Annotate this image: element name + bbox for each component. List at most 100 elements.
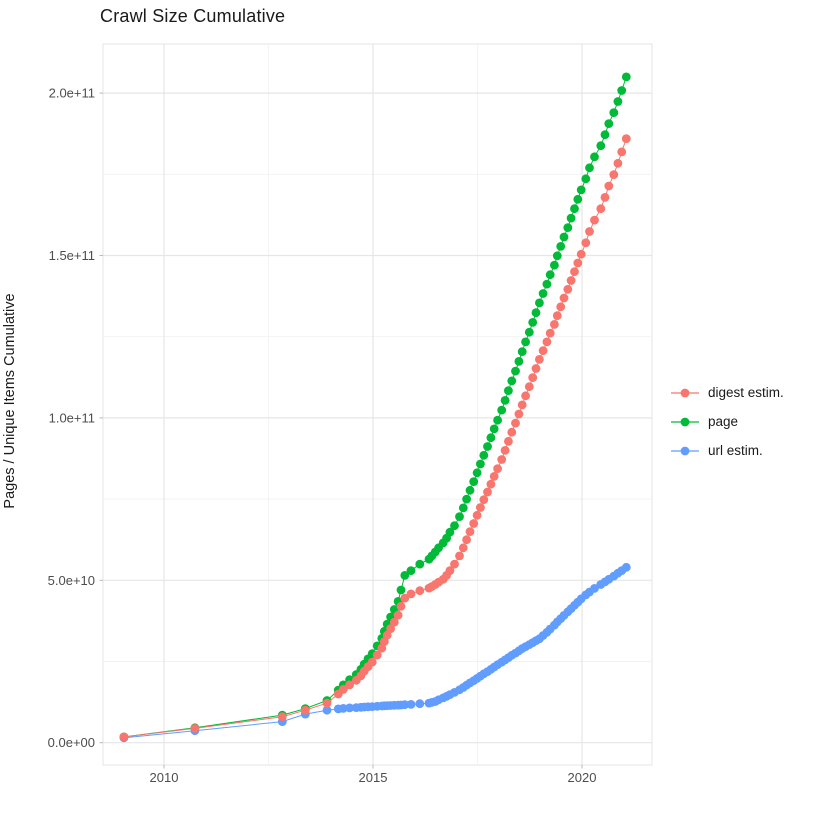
data-point-url-estim	[415, 699, 425, 709]
data-point-page	[521, 337, 530, 347]
data-point-digest-estim	[573, 258, 583, 268]
data-point-digest-estim	[542, 337, 552, 347]
data-point-page	[514, 357, 524, 366]
data-point-page	[462, 494, 471, 504]
data-point-page	[621, 72, 631, 82]
data-point-page	[400, 571, 410, 580]
data-point-digest-estim	[535, 355, 544, 364]
data-point-page	[476, 459, 485, 469]
data-point-digest-estim	[493, 464, 502, 473]
data-point-digest-estim	[486, 479, 496, 489]
data-point-digest-estim	[445, 566, 455, 575]
data-point-page	[581, 174, 591, 184]
data-point-digest-estim	[507, 427, 517, 437]
data-point-page	[524, 327, 534, 337]
data-point-page	[613, 97, 623, 106]
data-point-digest-estim	[566, 276, 576, 285]
x-tick-label: 2015	[359, 770, 388, 785]
data-point-digest-estim	[545, 328, 555, 338]
legend-item: url estim.	[668, 436, 826, 465]
data-point-digest-estim	[531, 364, 541, 373]
data-point-page	[511, 366, 520, 376]
y-tick-label: 5.0e+10	[48, 573, 95, 588]
data-point-url-estim	[621, 562, 631, 572]
data-point-page	[483, 442, 492, 451]
data-point-digest-estim	[489, 472, 499, 481]
data-point-digest-estim	[617, 147, 627, 157]
data-point-digest-estim	[521, 391, 530, 401]
data-point-digest-estim	[576, 249, 586, 259]
data-point-digest-estim	[450, 559, 459, 569]
data-point-page	[545, 270, 555, 280]
data-point-digest-estim	[472, 510, 482, 520]
data-point-page	[458, 503, 468, 513]
data-point-digest-estim	[528, 373, 538, 382]
data-point-digest-estim	[585, 227, 594, 236]
legend-label: url estim.	[708, 443, 763, 458]
data-point-digest-estim	[504, 436, 513, 446]
data-point-digest-estim	[524, 382, 534, 392]
y-tick-label: 1.5e+11	[49, 248, 95, 263]
data-point-page	[552, 251, 562, 261]
data-point-page	[604, 119, 614, 128]
data-point-page	[596, 141, 606, 151]
data-point-page	[500, 396, 510, 405]
data-point-digest-estim	[382, 630, 392, 640]
data-point-digest-estim	[277, 712, 287, 722]
data-point-page	[465, 485, 475, 495]
data-point-page	[538, 289, 548, 298]
data-point-digest-estim	[550, 320, 559, 329]
data-point-digest-estim	[556, 302, 566, 312]
data-point-page	[497, 405, 507, 415]
data-point-page	[556, 242, 566, 251]
legend-label: digest estim.	[708, 385, 784, 400]
data-point-digest-estim	[465, 527, 475, 536]
data-point-page	[396, 585, 406, 595]
data-point-page	[445, 527, 455, 537]
series-digest-estim	[119, 134, 631, 742]
data-point-digest-estim	[590, 215, 599, 225]
data-point-page	[535, 298, 544, 308]
data-point-digest-estim	[393, 610, 403, 620]
y-tick-label: 2.0e+11	[49, 86, 95, 101]
data-point-digest-estim	[604, 181, 614, 191]
data-point-page	[493, 415, 502, 425]
data-point-page	[609, 108, 619, 117]
data-point-digest-estim	[469, 519, 479, 528]
data-point-page	[486, 433, 496, 443]
data-point-url-estim	[406, 700, 416, 709]
legend: digest estim. page url estim.	[668, 378, 826, 465]
data-point-page	[563, 223, 573, 233]
data-point-page	[550, 260, 559, 270]
series-url-estim	[119, 562, 631, 743]
legend-label: page	[708, 414, 739, 429]
data-point-digest-estim	[479, 495, 489, 505]
data-point-digest-estim	[322, 698, 332, 708]
data-point-page	[570, 204, 579, 214]
data-point-digest-estim	[500, 446, 510, 455]
data-point-digest-estim	[400, 593, 410, 603]
data-point-page	[531, 308, 541, 318]
data-point-page	[504, 386, 513, 395]
data-point-page	[415, 559, 425, 569]
data-point-page	[573, 194, 583, 204]
data-point-digest-estim	[517, 400, 527, 410]
data-point-url-estim	[322, 705, 332, 715]
data-point-url-estim	[338, 704, 348, 713]
data-point-digest-estim	[386, 624, 395, 634]
x-tick-label: 2020	[568, 770, 597, 785]
legend-key-icon	[671, 417, 699, 426]
data-point-page	[472, 468, 482, 478]
data-point-page	[507, 376, 517, 386]
data-point-digest-estim	[511, 418, 520, 428]
data-point-digest-estim	[581, 238, 591, 248]
legend-key-icon	[671, 446, 699, 455]
data-point-digest-estim	[372, 650, 382, 660]
legend-item: digest estim.	[668, 378, 826, 407]
data-point-page	[489, 424, 499, 434]
y-tick-label: 0.0e+00	[48, 735, 95, 750]
data-point-page	[600, 130, 610, 140]
axis-ticks: 2010 2015 2020 0.0e+00 5.0e+10 1.0e+11 1.5e+11…	[48, 86, 597, 785]
